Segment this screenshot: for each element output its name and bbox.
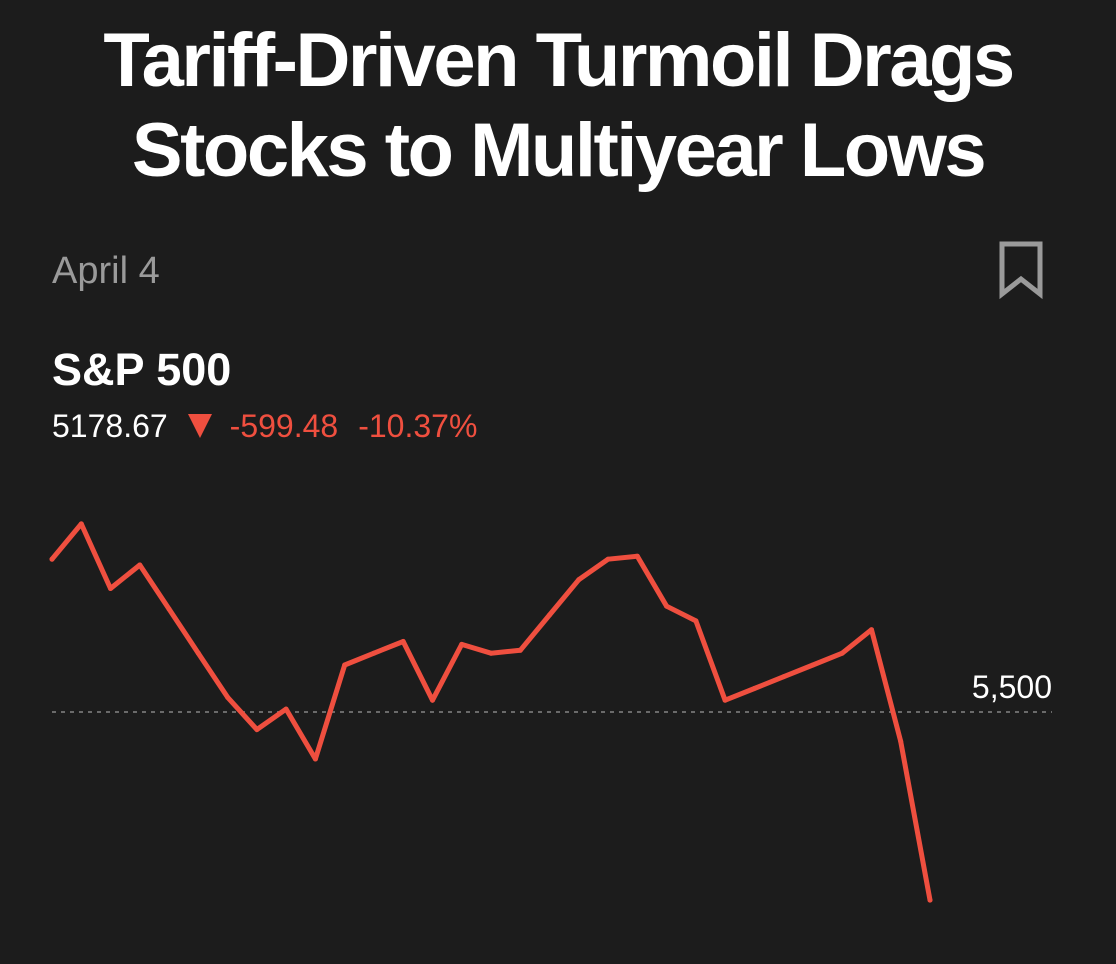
data-point <box>781 674 787 680</box>
data-point <box>810 662 816 668</box>
reference-line-label-0: 5,500 <box>972 669 1052 705</box>
data-point <box>400 639 406 644</box>
data-point <box>751 686 757 691</box>
data-point <box>195 650 201 656</box>
data-point <box>517 647 523 653</box>
data-point <box>342 662 348 668</box>
data-point <box>254 727 260 733</box>
data-point <box>547 612 552 618</box>
data-point <box>430 697 435 703</box>
index-price: 5178.67 <box>52 408 168 444</box>
percent-change: -10.37% <box>358 408 478 444</box>
headline: Tariff-Driven Turmoil Drags Stocks to Mu… <box>0 16 1116 196</box>
data-point <box>137 562 143 568</box>
data-point <box>576 577 582 583</box>
data-point <box>664 603 670 609</box>
data-point <box>225 694 231 700</box>
data-point <box>459 641 465 647</box>
series-layer <box>49 521 933 903</box>
data-point <box>634 553 640 559</box>
article-date: April 4 <box>52 250 160 292</box>
down-triangle-icon <box>187 414 212 438</box>
reference-lines: 5,500 <box>52 669 1052 713</box>
data-point <box>108 586 113 591</box>
quote-row: 5178.67 -599.48 -10.37% <box>52 406 477 446</box>
price-change: -599.48 <box>229 408 339 444</box>
series-line-0 <box>49 521 933 903</box>
data-point <box>722 697 728 703</box>
headline-line-1: Tariff-Driven Turmoil Drags <box>103 18 1015 103</box>
price-line-chart: 5,500 <box>49 521 1052 903</box>
data-point <box>166 606 172 612</box>
data-point <box>927 897 933 903</box>
data-point <box>488 650 494 656</box>
data-point <box>605 556 611 562</box>
data-point <box>898 738 904 744</box>
data-point <box>693 618 699 624</box>
index-name: S&P 500 <box>52 344 232 395</box>
data-point <box>371 650 377 656</box>
data-point <box>869 627 874 633</box>
headline-line-2: Stocks to Multiyear Lows <box>131 108 987 193</box>
data-point <box>78 521 84 527</box>
bookmark-icon[interactable] <box>997 240 1045 300</box>
data-point <box>839 650 845 656</box>
data-point <box>49 556 55 562</box>
data-point <box>283 706 289 712</box>
data-point <box>312 756 318 762</box>
